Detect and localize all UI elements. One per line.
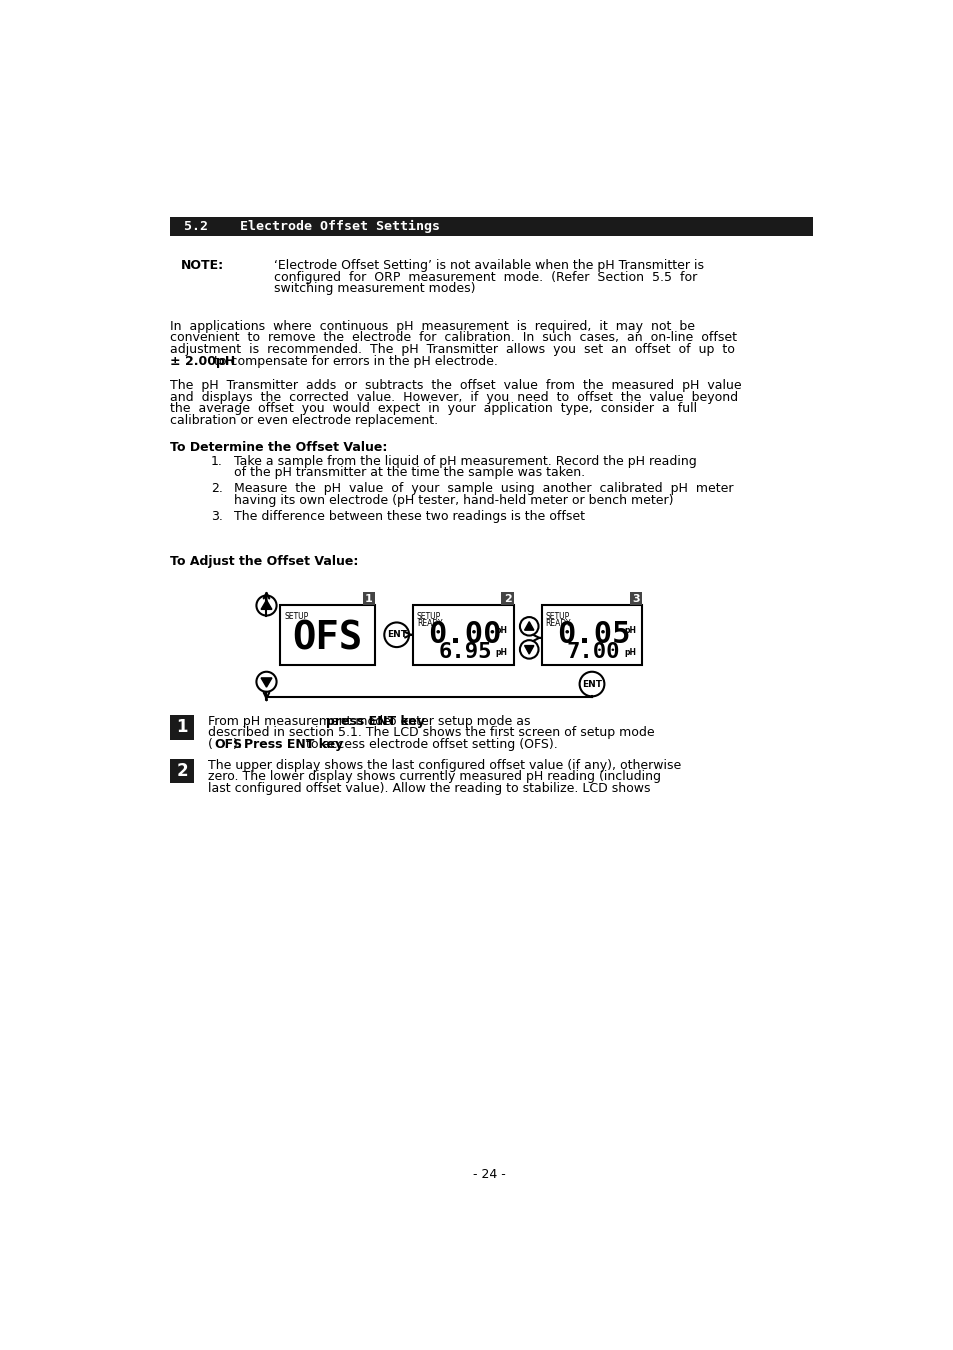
Text: 5.2    Electrode Offset Settings: 5.2 Electrode Offset Settings (183, 220, 439, 234)
Text: convenient  to  remove  the  electrode  for  calibration.  In  such  cases,  an : convenient to remove the electrode for c… (170, 331, 736, 344)
Text: 7.00: 7.00 (566, 643, 619, 663)
Text: ).: ). (233, 738, 246, 751)
Text: pH: pH (495, 626, 507, 636)
Text: To Determine the Offset Value:: To Determine the Offset Value: (170, 440, 387, 454)
Text: 2.: 2. (211, 482, 222, 495)
Text: SETUP: SETUP (416, 612, 440, 621)
Bar (280, 605, 375, 664)
Bar (170, 759, 194, 783)
Text: to compensate for errors in the pH electrode.: to compensate for errors in the pH elect… (210, 355, 497, 367)
Text: 6.95: 6.95 (437, 643, 491, 663)
Text: adjustment  is  recommended.  The  pH  Transmitter  allows  you  set  an  offset: adjustment is recommended. The pH Transm… (170, 343, 734, 356)
Text: ENT: ENT (386, 630, 406, 640)
Text: 1: 1 (176, 718, 188, 736)
Text: 0.05: 0.05 (557, 620, 630, 648)
Text: The upper display shows the last configured offset value (if any), otherwise: The upper display shows the last configu… (208, 759, 680, 772)
Text: pH: pH (623, 648, 636, 657)
Text: having its own electrode (pH tester, hand-held meter or bench meter): having its own electrode (pH tester, han… (233, 494, 673, 506)
Bar (541, 605, 641, 664)
Bar (170, 716, 194, 740)
Text: 3: 3 (632, 594, 639, 603)
Text: The  pH  Transmitter  adds  or  subtracts  the  offset  value  from  the  measur: The pH Transmitter adds or subtracts the… (170, 379, 740, 391)
Text: of the pH transmitter at the time the sample was taken.: of the pH transmitter at the time the sa… (233, 466, 584, 479)
Bar (629, 593, 641, 605)
Text: READY: READY (416, 618, 442, 628)
Text: ENT: ENT (581, 679, 601, 688)
Text: switching measurement modes): switching measurement modes) (274, 282, 476, 296)
Text: 2: 2 (503, 594, 511, 603)
Text: - 24 -: - 24 - (472, 1168, 505, 1181)
Text: From pH measurement mode: From pH measurement mode (208, 716, 395, 728)
Text: ± 2.00pH: ± 2.00pH (170, 355, 234, 367)
Text: 2: 2 (176, 761, 188, 780)
Text: SETUP: SETUP (284, 613, 308, 621)
Polygon shape (524, 645, 534, 653)
Bar (170, 217, 812, 236)
Text: ‘Electrode Offset Setting’ is not available when the pH Transmitter is: ‘Electrode Offset Setting’ is not availa… (274, 259, 703, 271)
Text: calibration or even electrode replacement.: calibration or even electrode replacemen… (170, 414, 437, 427)
Text: To Adjust the Offset Value:: To Adjust the Offset Value: (170, 555, 357, 568)
Text: to enter setup mode as: to enter setup mode as (380, 716, 531, 728)
Bar (413, 605, 513, 664)
Text: Take a sample from the liquid of pH measurement. Record the pH reading: Take a sample from the liquid of pH meas… (233, 455, 696, 467)
Text: The difference between these two readings is the offset: The difference between these two reading… (233, 510, 584, 522)
Text: described in section 5.1. The LCD shows the first screen of setup mode: described in section 5.1. The LCD shows … (208, 726, 655, 740)
Polygon shape (524, 622, 534, 630)
Text: SETUP: SETUP (545, 612, 569, 621)
Text: pH: pH (495, 648, 507, 657)
Text: OFS: OFS (293, 620, 362, 657)
Text: zero. The lower display shows currently measured pH reading (including: zero. The lower display shows currently … (208, 771, 660, 783)
Text: 3.: 3. (211, 510, 222, 522)
Text: 0.00: 0.00 (428, 620, 501, 648)
Text: NOTE:: NOTE: (181, 259, 224, 271)
Text: Measure  the  pH  value  of  your  sample  using  another  calibrated  pH  meter: Measure the pH value of your sample usin… (233, 482, 733, 495)
Text: 1.: 1. (211, 455, 222, 467)
Text: to access electrode offset setting (OFS).: to access electrode offset setting (OFS)… (302, 738, 558, 751)
Text: pH: pH (623, 626, 636, 636)
Polygon shape (261, 601, 272, 609)
Text: In  applications  where  continuous  pH  measurement  is  required,  it  may  no: In applications where continuous pH meas… (170, 320, 694, 333)
Text: configured  for  ORP  measurement  mode.  (Refer  Section  5.5  for: configured for ORP measurement mode. (Re… (274, 270, 697, 284)
Text: the  average  offset  you  would  expect  in  your  application  type,  consider: the average offset you would expect in y… (170, 402, 696, 416)
Polygon shape (261, 678, 272, 687)
Text: 1: 1 (365, 594, 373, 603)
Text: Press ENT key: Press ENT key (244, 738, 343, 751)
Text: and  displays  the  corrected  value.  However,  if  you  need  to  offset  the : and displays the corrected value. Howeve… (170, 390, 737, 404)
Text: READY: READY (545, 618, 571, 628)
Text: OFS: OFS (214, 738, 242, 751)
Bar (362, 593, 375, 605)
Bar (500, 593, 513, 605)
Text: press ENT key: press ENT key (326, 716, 425, 728)
Text: (: ( (208, 738, 213, 751)
Text: last configured offset value). Allow the reading to stabilize. LCD shows: last configured offset value). Allow the… (208, 782, 650, 795)
